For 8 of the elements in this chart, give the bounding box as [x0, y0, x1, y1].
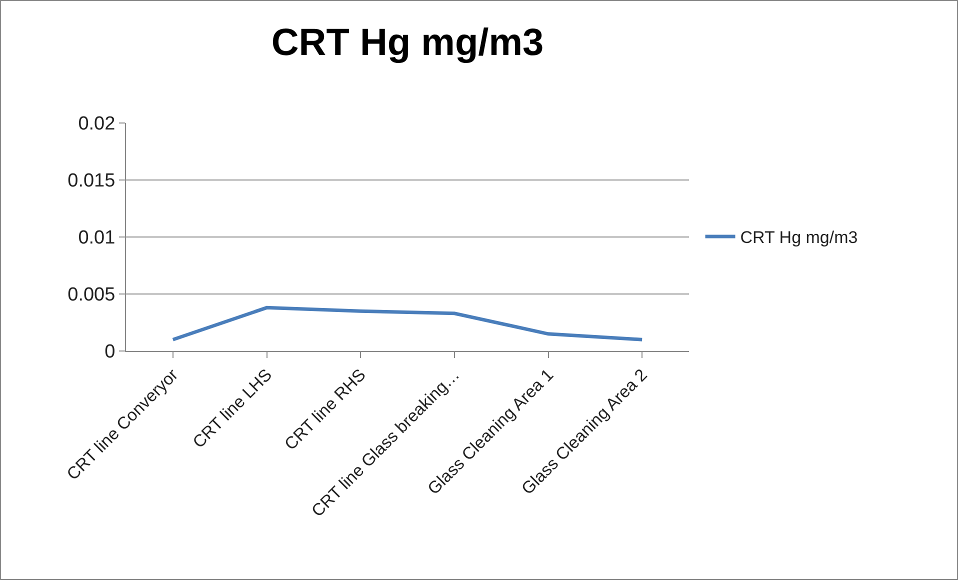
y-tick-label: 0.02 [78, 114, 116, 135]
chart-title: CRT Hg mg/m3 [271, 22, 544, 64]
line-series [171, 306, 644, 342]
y-tick-label: 0.015 [68, 170, 116, 192]
y-tick-label: 0.005 [68, 284, 116, 306]
y-tick-label: 0.01 [78, 228, 116, 249]
y-tick-label: 0 [104, 342, 116, 363]
legend-label: CRT Hg mg/m3 [740, 228, 858, 248]
